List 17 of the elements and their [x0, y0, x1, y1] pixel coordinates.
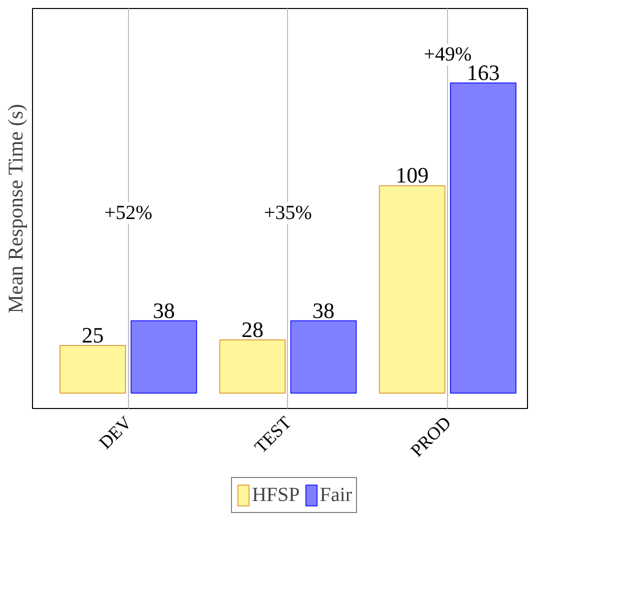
annotation: +52%	[104, 202, 152, 224]
y-axis-title: Mean Response Time (s)	[4, 104, 28, 314]
legend-label: HFSP	[252, 484, 300, 506]
data-label: 38	[312, 298, 335, 323]
data-label: 109	[396, 162, 429, 188]
bar	[219, 339, 286, 394]
bar	[450, 82, 516, 394]
bar	[378, 185, 446, 394]
legend-label: Fair	[320, 484, 352, 506]
data-label: 25	[82, 322, 104, 348]
bar	[130, 320, 198, 394]
text: +49%	[424, 44, 472, 66]
data-label: 38	[152, 298, 175, 323]
annotation: +35%	[264, 202, 312, 224]
bar	[290, 320, 357, 394]
data-label: 28	[241, 316, 264, 342]
bar	[60, 345, 126, 394]
